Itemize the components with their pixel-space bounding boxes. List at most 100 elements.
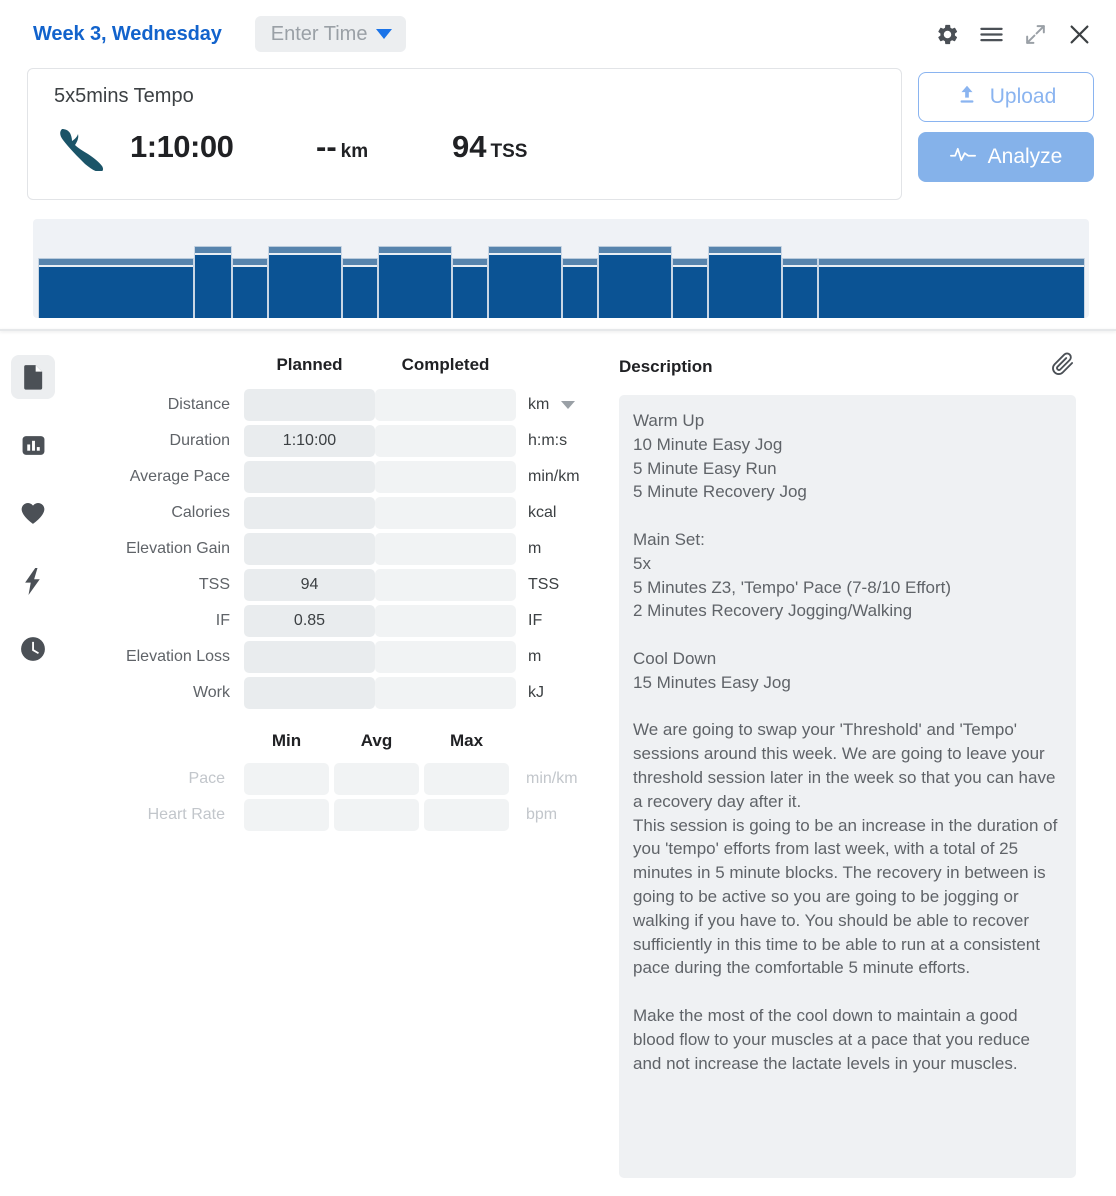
completed-value-input[interactable] [375,569,516,601]
completed-value-input[interactable] [375,425,516,457]
unit-label: kcal [528,504,557,521]
row-label: IF [215,612,230,629]
planned-value-input[interactable] [244,677,375,709]
workout-segment-bar[interactable] [38,258,194,318]
workout-segment-bar[interactable] [342,258,378,318]
completed-value-input[interactable] [375,497,516,529]
expand-icon[interactable] [1020,19,1050,49]
row-label: Average Pace [129,468,230,485]
workout-segment-bar[interactable] [782,258,818,318]
completed-value-input[interactable] [375,461,516,493]
workout-metrics: 1:10:00 -- km 94 TSS [54,116,877,178]
tss-unit: TSS [490,141,528,162]
column-header-avg: Avg [360,731,393,750]
description-text[interactable]: Warm Up 10 Minute Easy Jog 5 Minute Easy… [619,395,1076,1178]
upload-label: Upload [989,85,1057,108]
gear-icon[interactable] [932,19,962,49]
avg-value-input[interactable] [334,799,419,831]
segment-cap [233,258,267,267]
stats-table-body: Distance km Duration 1:10:00 h:m:s Average Pa… [66,389,619,709]
enter-time-label: Enter Time [270,22,368,45]
avg-value-input[interactable] [334,763,419,795]
min-avg-max-body: Pace min/km Heart Rate bpm [71,763,578,831]
completed-value-input[interactable] [375,641,516,673]
workout-segment-bar[interactable] [708,246,782,318]
table-row: IF 0.85 IF [66,605,619,637]
planned-value-input[interactable] [244,533,375,565]
min-value-input[interactable] [244,799,329,831]
table-row: Average Pace min/km [66,461,619,493]
sidebar-item-time[interactable] [11,627,55,671]
workout-structure-chart[interactable] [33,219,1089,318]
workout-segment-bar[interactable] [268,246,342,318]
menu-icon[interactable] [976,19,1006,49]
close-icon[interactable] [1064,19,1094,49]
workout-summary-card: 5x5mins Tempo 1:10:00 -- km 94 TSS [27,68,902,200]
planned-value-input[interactable]: 0.85 [244,605,375,637]
workout-segment-bar[interactable] [232,258,268,318]
enter-time-dropdown[interactable]: Enter Time [254,16,407,52]
column-header-planned: Planned [276,355,343,374]
analyze-label: Analyze [987,145,1063,168]
table-row: Pace min/km [71,763,578,795]
planned-value-input[interactable] [244,641,375,673]
planned-value-input[interactable] [244,497,375,529]
max-value-input[interactable] [424,763,509,795]
completed-value-input[interactable] [375,677,516,709]
workout-segment-bar[interactable] [452,258,488,318]
unit-select[interactable]: km [516,389,619,421]
segment-cap [343,258,377,267]
column-header-min: Min [271,731,302,750]
workout-segment-bar[interactable] [488,246,562,318]
unit-label: IF [528,612,543,629]
segment-cap [269,246,341,255]
min-value-input[interactable] [244,763,329,795]
mam-label-head [71,731,239,759]
table-row: Elevation Gain m [66,533,619,565]
workout-segment-bar[interactable] [672,258,708,318]
planned-value-input[interactable] [244,389,375,421]
planned-value-input[interactable]: 94 [244,569,375,601]
completed-value-input[interactable] [375,533,516,565]
completed-value-input[interactable] [375,389,516,421]
analyze-button[interactable]: Analyze [918,132,1094,182]
unit-label: TSS [528,576,560,593]
unit-label: min/km [528,468,580,485]
table-row: Work kJ [66,677,619,709]
sidebar-item-charts[interactable] [11,423,55,467]
workout-segment-bar[interactable] [562,258,598,318]
segment-cap [563,258,597,267]
unit-label: bpm [526,806,558,823]
workout-segment-bar[interactable] [194,246,232,318]
sidebar-item-heart-rate[interactable] [11,491,55,535]
segment-cap [599,246,671,255]
row-label: Duration [169,432,230,449]
page-title: Week 3, Wednesday [33,22,222,45]
planned-value-input[interactable] [244,461,375,493]
row-label: Heart Rate [147,806,225,823]
table-row: TSS 94 TSS [66,569,619,601]
unit-label: h:m:s [528,432,568,449]
planned-completed-table: Planned Completed Distance km Duration 1:10… [66,351,619,713]
row-label: TSS [198,576,230,593]
table-row: Elevation Loss m [66,641,619,673]
upload-button[interactable]: Upload [918,72,1094,122]
workout-segment-bar[interactable] [378,246,452,318]
table-row: Duration 1:10:00 h:m:s [66,425,619,457]
paperclip-icon[interactable] [1050,351,1076,382]
workout-segment-bar[interactable] [818,258,1085,318]
row-label: Elevation Loss [125,648,230,665]
row-label: Calories [171,504,230,521]
completed-value-input[interactable] [375,605,516,637]
max-value-input[interactable] [424,799,509,831]
sidebar-item-power[interactable] [11,559,55,603]
waveform-icon [949,143,976,171]
segment-cap [489,246,561,255]
planned-value-input[interactable]: 1:10:00 [244,425,375,457]
workout-segment-bar[interactable] [598,246,672,318]
segment-cap [453,258,487,267]
section-divider [0,329,1116,331]
segment-cap [673,258,707,267]
column-header-max: Max [449,731,484,750]
sidebar-item-document[interactable] [11,355,55,399]
